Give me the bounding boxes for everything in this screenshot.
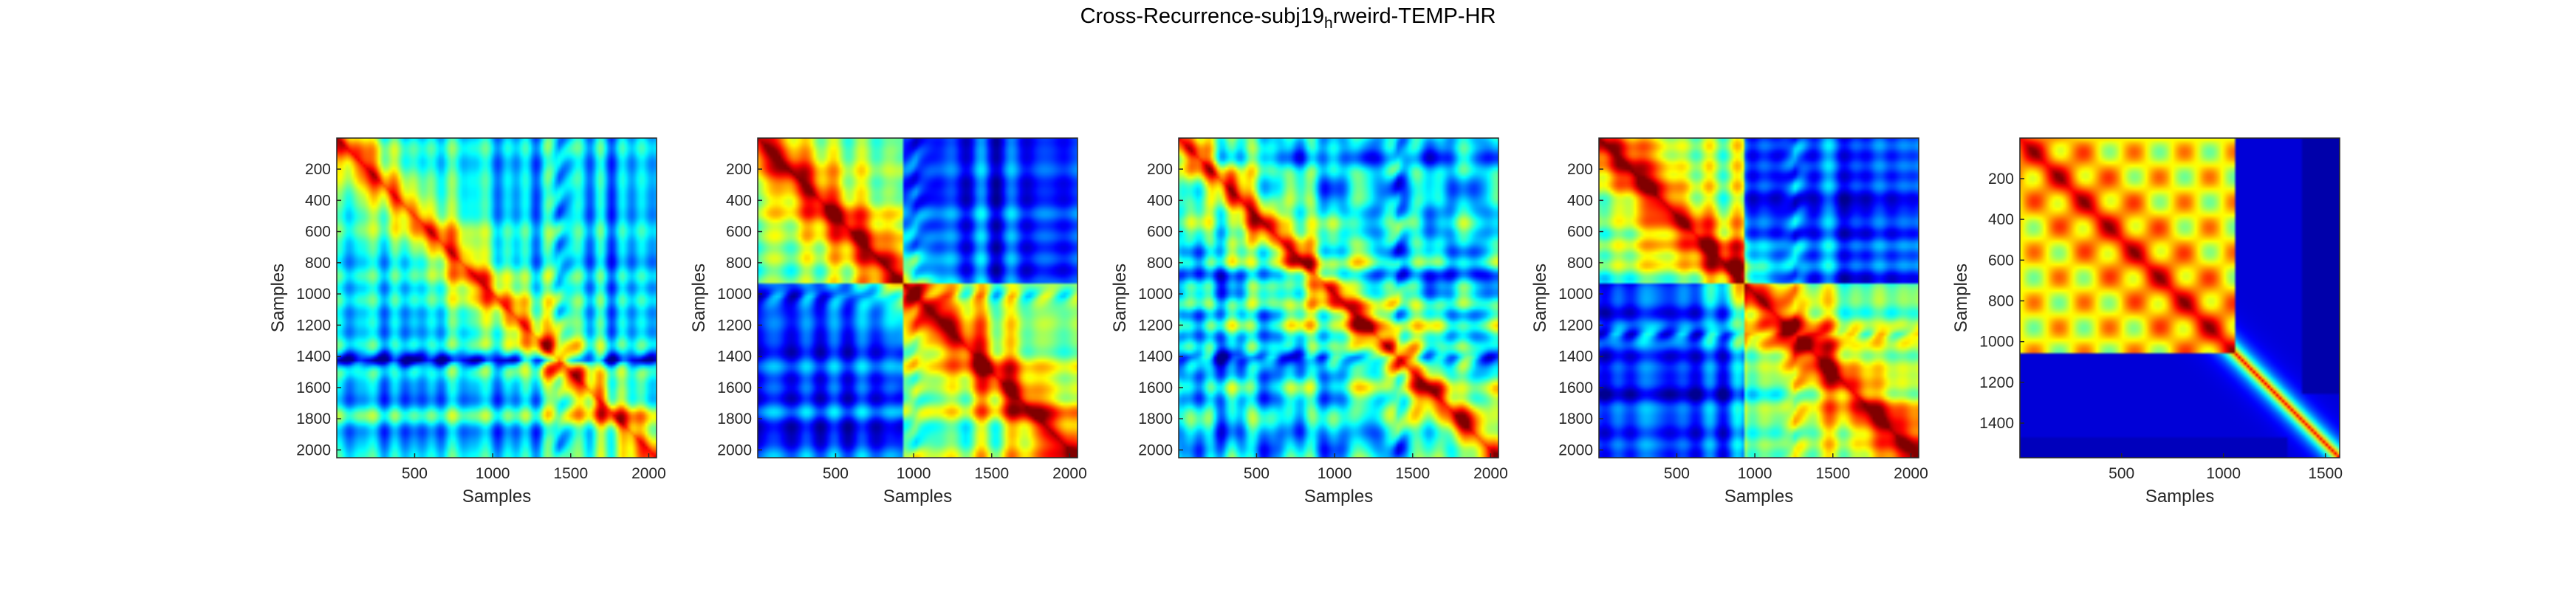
y-tick-label: 400 — [1147, 192, 1173, 209]
x-axis-label: Samples — [462, 487, 531, 506]
y-tick-label: 400 — [305, 192, 331, 209]
x-tick-label: 500 — [1244, 465, 1270, 482]
x-tick-label: 1500 — [974, 465, 1009, 482]
y-tick-label: 400 — [726, 192, 752, 209]
x-tick-label: 1500 — [1815, 465, 1850, 482]
y-tick-label: 1200 — [1979, 374, 2014, 391]
y-tick-label: 1400 — [717, 348, 752, 365]
x-tick-label: 2000 — [631, 465, 666, 482]
heatmap-image — [2020, 138, 2340, 458]
y-tick-label: 1800 — [1138, 410, 1173, 427]
x-tick-label: 1000 — [1318, 465, 1352, 482]
y-tick-label: 1800 — [717, 410, 752, 427]
x-tick-label: 1500 — [553, 465, 588, 482]
y-axis-label: Samples — [689, 264, 709, 332]
y-tick-label: 1000 — [1979, 334, 2014, 351]
heatmap-image — [1179, 138, 1498, 458]
x-axis-label: Samples — [2145, 487, 2214, 506]
y-tick-label: 2000 — [1138, 442, 1173, 458]
y-tick-label: 1200 — [1558, 317, 1593, 334]
y-tick-label: 200 — [726, 161, 752, 178]
y-tick-label: 1600 — [1558, 379, 1593, 396]
y-tick-label: 1000 — [296, 286, 331, 303]
y-tick-label: 2000 — [717, 442, 752, 458]
y-tick-label: 2000 — [1558, 442, 1593, 458]
x-axis-label: Samples — [1724, 487, 1793, 506]
plot-frame — [336, 137, 657, 458]
y-axis-label: Samples — [1110, 264, 1130, 332]
y-tick-label: 1000 — [717, 286, 752, 303]
heatmap-image — [758, 138, 1078, 458]
x-tick-label: 2000 — [1473, 465, 1508, 482]
x-tick-label: 500 — [823, 465, 849, 482]
heatmap-image — [1599, 138, 1919, 458]
x-tick-label: 1500 — [2308, 465, 2343, 482]
y-tick-label: 400 — [1988, 211, 2014, 228]
plot-frame — [1598, 137, 1919, 458]
y-tick-label: 600 — [726, 224, 752, 241]
plot-frame — [1178, 137, 1499, 458]
x-tick-label: 1000 — [2206, 465, 2241, 482]
y-tick-label: 200 — [1147, 161, 1173, 178]
y-tick-label: 200 — [1988, 171, 2014, 188]
x-tick-label: 1000 — [1738, 465, 1772, 482]
y-axis-label: Samples — [1530, 264, 1550, 332]
y-tick-label: 400 — [1567, 192, 1593, 209]
y-tick-label: 600 — [1567, 224, 1593, 241]
y-axis-label: Samples — [268, 264, 288, 332]
y-tick-label: 1400 — [1558, 348, 1593, 365]
y-tick-label: 1800 — [296, 410, 331, 427]
x-axis-label: Samples — [883, 487, 952, 506]
heatmap-image — [337, 138, 657, 458]
y-tick-label: 800 — [1988, 293, 2014, 310]
x-tick-label: 500 — [1664, 465, 1690, 482]
y-tick-label: 2000 — [296, 442, 331, 458]
y-tick-label: 600 — [1147, 224, 1173, 241]
y-tick-label: 800 — [305, 255, 331, 272]
y-tick-label: 800 — [726, 255, 752, 272]
x-tick-label: 1500 — [1395, 465, 1430, 482]
x-axis-label: Samples — [1304, 487, 1373, 506]
x-tick-label: 500 — [2109, 465, 2134, 482]
y-tick-label: 600 — [1988, 252, 2014, 269]
y-tick-label: 1800 — [1558, 410, 1593, 427]
y-tick-label: 1200 — [296, 317, 331, 334]
y-tick-label: 200 — [305, 161, 331, 178]
y-tick-label: 800 — [1567, 255, 1593, 272]
x-tick-label: 2000 — [1894, 465, 1928, 482]
y-tick-label: 1200 — [717, 317, 752, 334]
y-tick-label: 1400 — [296, 348, 331, 365]
x-tick-label: 2000 — [1052, 465, 1087, 482]
y-tick-label: 600 — [305, 224, 331, 241]
y-tick-label: 1400 — [1979, 415, 2014, 432]
y-tick-label: 1400 — [1138, 348, 1173, 365]
y-tick-label: 1000 — [1138, 286, 1173, 303]
plot-frame — [757, 137, 1078, 458]
y-tick-label: 200 — [1567, 161, 1593, 178]
x-tick-label: 1000 — [476, 465, 510, 482]
y-axis-label: Samples — [1951, 264, 1971, 332]
y-tick-label: 1600 — [717, 379, 752, 396]
y-tick-label: 1600 — [1138, 379, 1173, 396]
y-tick-label: 1200 — [1138, 317, 1173, 334]
y-tick-label: 1000 — [1558, 286, 1593, 303]
x-tick-label: 1000 — [897, 465, 931, 482]
x-tick-label: 500 — [402, 465, 428, 482]
plot-frame — [2019, 137, 2340, 458]
y-tick-label: 800 — [1147, 255, 1173, 272]
y-tick-label: 1600 — [296, 379, 331, 396]
figure-title: Cross-Recurrence-subj19hrweird-TEMP-HR — [1080, 4, 1496, 32]
